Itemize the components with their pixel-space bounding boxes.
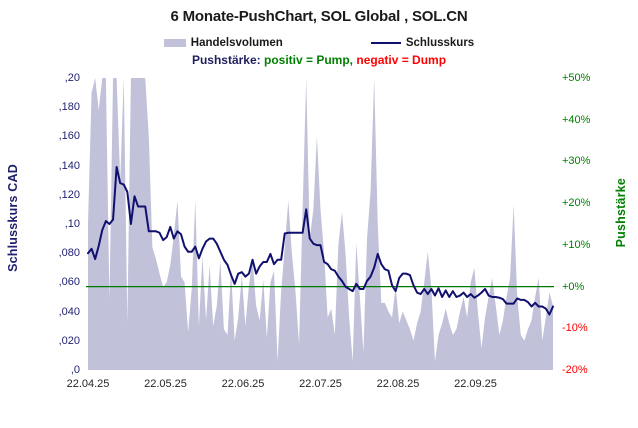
x-tick-label: 22.09.25	[454, 378, 497, 390]
y-left-tick-label: ,160	[58, 130, 80, 143]
y-right-tick-label: +10%	[562, 238, 591, 251]
y-left-tick-label: ,140	[58, 159, 80, 172]
pushstaerke-subtitle: Pushstärke: positiv = Pump, negativ = Du…	[0, 53, 638, 67]
y-left-tick-label: ,0	[70, 364, 80, 376]
y-right-tick-label: +50%	[562, 72, 591, 84]
chart-title: 6 Monate-PushChart, SOL Global , SOL.CN	[170, 8, 468, 25]
legend-item-volume: Handelsvolumen	[163, 37, 283, 49]
x-tick-label: 22.05.25	[144, 378, 187, 390]
volume-swatch-icon	[163, 39, 186, 47]
y-left-tick-label: ,020	[58, 334, 80, 347]
y-left-tick-label: ,080	[58, 247, 80, 260]
volume-area-series	[88, 78, 553, 370]
y-right-tick-label: +20%	[562, 197, 591, 210]
price-line-swatch-icon	[370, 42, 401, 44]
y-right-tick-label: -10%	[562, 322, 588, 335]
legend-volume-label: Handelsvolumen	[190, 37, 283, 49]
plot-area	[86, 78, 554, 370]
y-left-tick-label: ,120	[58, 188, 80, 201]
y-left-tick-label: ,180	[58, 101, 80, 114]
price-line-series	[87, 166, 554, 316]
y-left-tick-label: ,060	[58, 276, 80, 289]
y-left-tick-label: ,040	[58, 305, 80, 318]
subtitle-negative-label: negativ = Dump	[356, 53, 447, 67]
x-tick-label: 22.08.25	[376, 378, 420, 390]
y-axis-right-title: Pushstärke	[614, 178, 628, 248]
x-tick-label: 22.04.25	[66, 378, 110, 390]
y-left-tick-label: ,10	[64, 218, 80, 230]
y-right-tick-label: +0%	[562, 280, 585, 293]
y-right-tick-label: -20%	[562, 364, 588, 376]
x-tick-label: 22.06.25	[221, 378, 265, 390]
subtitle-prefix: Pushstärke:	[191, 53, 261, 67]
y-right-tick-label: +30%	[562, 155, 591, 168]
y-right-tick-label: +40%	[562, 113, 591, 126]
legend-price-label: Schlusskurs	[405, 37, 475, 49]
x-tick-label: 22.07.25	[299, 378, 342, 390]
chart-legend: Handelsvolumen Schlusskurs	[0, 37, 638, 49]
y-left-tick-label: ,20	[64, 72, 80, 84]
legend-item-price: Schlusskurs	[370, 37, 475, 49]
subtitle-positive-label: positiv = Pump,	[264, 53, 354, 67]
